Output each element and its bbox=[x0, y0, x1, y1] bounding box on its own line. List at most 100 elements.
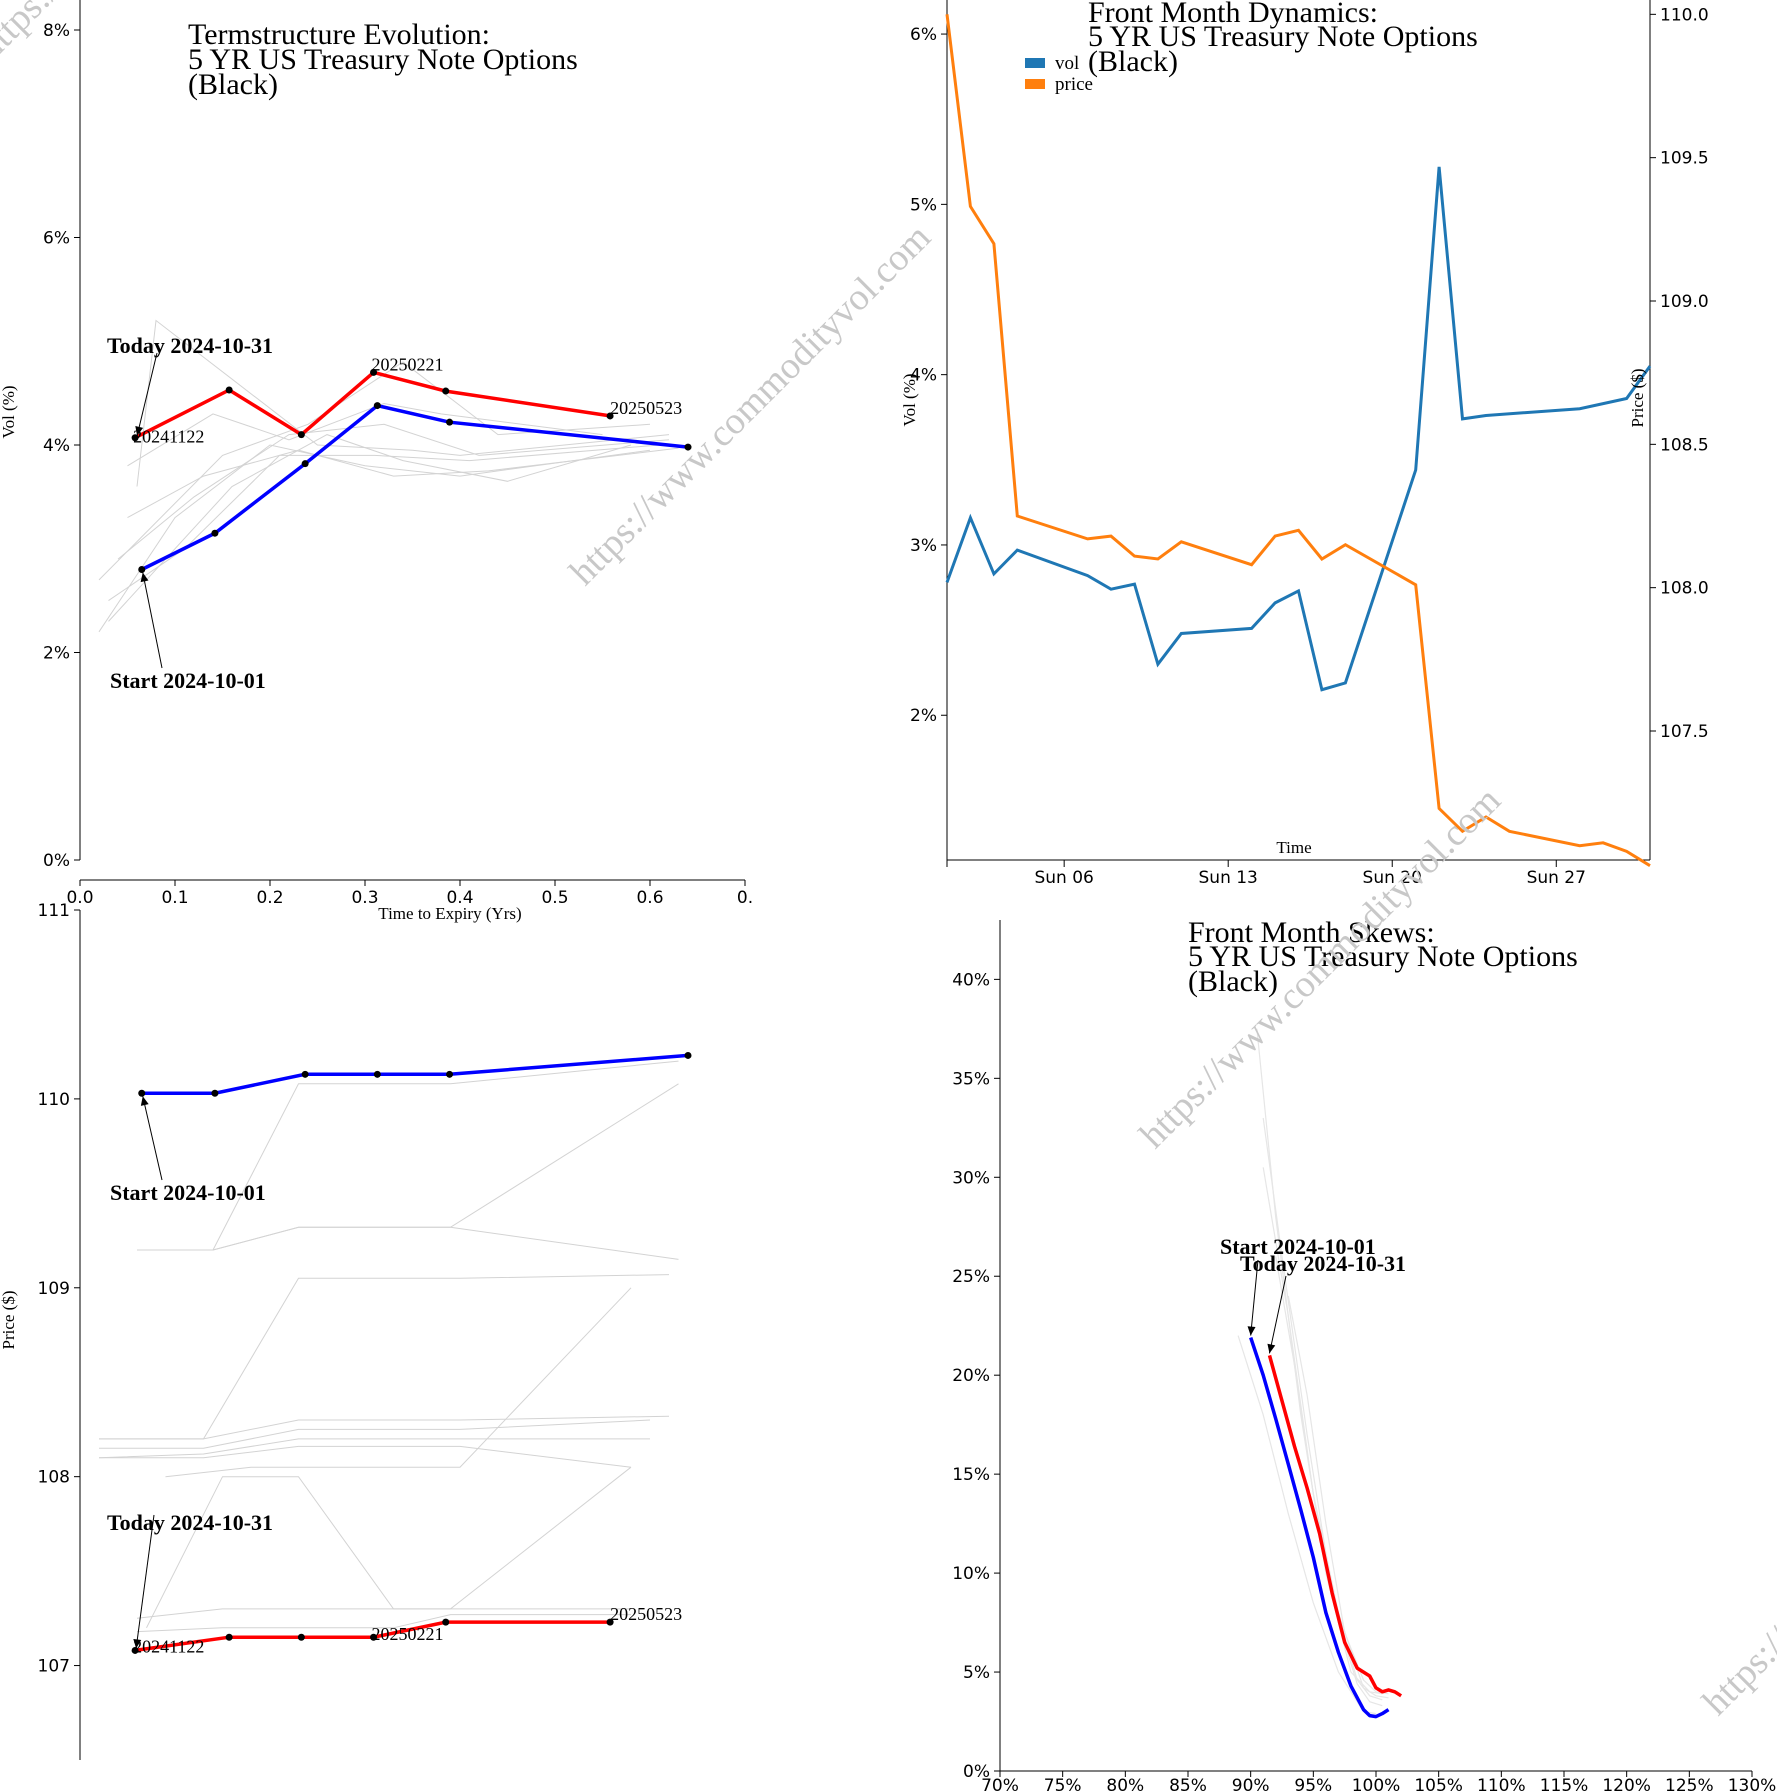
series-point bbox=[211, 529, 219, 537]
history-curve bbox=[99, 1419, 651, 1449]
x-tick-label: Sun 20 bbox=[1363, 868, 1422, 888]
annotation-today-arrow-head bbox=[1267, 1343, 1276, 1354]
series-point bbox=[442, 1618, 450, 1626]
x-tick-label: 120% bbox=[1602, 1776, 1651, 1792]
series-lines bbox=[945, 14, 1652, 867]
series-point bbox=[131, 1646, 139, 1654]
chart-title-line-2: 5 YR US Treasury Note Options bbox=[1188, 940, 1578, 973]
history-curve bbox=[117, 423, 670, 560]
y-tick-label: 40% bbox=[952, 970, 990, 990]
y-axis-title: Vol (%) bbox=[900, 373, 919, 426]
chart-title-line-3: (Black) bbox=[188, 68, 278, 101]
series-line-vol bbox=[945, 166, 1652, 692]
y-tick-label: 25% bbox=[952, 1267, 990, 1287]
annotation-start-arrow-line bbox=[142, 572, 163, 669]
legend-swatch-price bbox=[1025, 79, 1045, 89]
y-tick-label: 4% bbox=[910, 366, 937, 386]
x-tick-label: 0.2 bbox=[256, 888, 283, 908]
series-point bbox=[138, 1089, 146, 1097]
series-point bbox=[373, 402, 381, 410]
y-tick-label: 4% bbox=[43, 436, 70, 456]
annotation-start-arrow-head bbox=[1247, 1326, 1256, 1336]
y-tick-label: 109 bbox=[38, 1279, 70, 1299]
series-point bbox=[138, 566, 146, 573]
history-curve bbox=[137, 1060, 679, 1251]
y-tick-label: 30% bbox=[952, 1168, 990, 1188]
series-point bbox=[301, 460, 309, 468]
x-tick-label: Sun 06 bbox=[1034, 868, 1093, 888]
series-line-price bbox=[945, 14, 1651, 867]
series-point bbox=[684, 1051, 692, 1059]
series-lines bbox=[131, 1051, 692, 1654]
y-ticks: 0% 5% 10% 15% 20% 25% 30% 35% 40% bbox=[952, 970, 1000, 1782]
legend-label-price: price bbox=[1055, 74, 1093, 95]
series-point bbox=[131, 434, 139, 442]
history-curve bbox=[108, 444, 660, 602]
history-curve bbox=[127, 402, 603, 467]
chart-title-line-1: Front Month Dynamics: bbox=[1088, 0, 1378, 29]
chart-title-line-3: (Black) bbox=[1088, 45, 1178, 78]
history-curve bbox=[1262, 1117, 1383, 1701]
series-point bbox=[297, 1633, 305, 1641]
x-tick-label: 115% bbox=[1540, 1776, 1589, 1792]
annotation-today-arrow-line bbox=[135, 1514, 155, 1649]
annotations: Today 2024-10-31 Start 2024-10-01 20241122… bbox=[107, 333, 682, 693]
history-curve bbox=[146, 1466, 632, 1629]
history-curve bbox=[137, 1226, 679, 1260]
y-tick-label: 5% bbox=[910, 195, 937, 215]
series-line bbox=[1267, 1354, 1403, 1698]
series-line bbox=[134, 1620, 611, 1653]
series-point bbox=[373, 1070, 381, 1078]
series-point bbox=[446, 418, 454, 426]
x-tick-label: Sun 27 bbox=[1527, 868, 1586, 888]
x-tick-label: 0.4 bbox=[446, 888, 473, 908]
annotation-today-arrow-head bbox=[135, 426, 144, 436]
y2-tick-label: 108.5 bbox=[1660, 435, 1709, 455]
series-point bbox=[442, 387, 450, 395]
x-tick-label: 0.1 bbox=[161, 888, 188, 908]
x-tick-label: 0.0 bbox=[66, 888, 93, 908]
x-tick-label: 110% bbox=[1477, 1776, 1526, 1792]
history-curve bbox=[99, 1415, 670, 1440]
series-point bbox=[606, 1618, 614, 1626]
y-tick-label: 15% bbox=[952, 1465, 990, 1485]
y2-tick-label: 108.0 bbox=[1660, 579, 1709, 599]
annotation-expiry-3: 20250523 bbox=[610, 1604, 682, 1624]
x-tick-label: 95% bbox=[1294, 1776, 1332, 1792]
y-tick-label: 110 bbox=[38, 1090, 70, 1110]
legend-swatch-vol bbox=[1025, 58, 1045, 68]
y-tick-label: 10% bbox=[952, 1564, 990, 1584]
history-curve bbox=[137, 1083, 679, 1251]
history-curve bbox=[99, 1445, 632, 1468]
annotations: Start 2024-10-01 Today 2024-10-31 20241122… bbox=[107, 1096, 682, 1656]
x-tick-label: 90% bbox=[1232, 1776, 1270, 1792]
chart-title-line-2: 5 YR US Treasury Note Options bbox=[188, 43, 578, 76]
series-point bbox=[211, 1089, 219, 1097]
front-month-dynamics-chart: 2% 3% 4% 5% 6% 107.5 108.0 108.5 109.0 109.5 110.… bbox=[900, 0, 1709, 888]
watermark-3: https://www.commodityvol.com bbox=[1695, 1346, 1777, 1723]
x-tick-label: Sun 13 bbox=[1199, 868, 1258, 888]
annotation-start-arrow-head bbox=[140, 572, 149, 583]
series-line bbox=[134, 370, 611, 440]
history-curve bbox=[98, 1438, 650, 1459]
y-tick-label: 108 bbox=[38, 1468, 70, 1488]
x-ticks: 70% 75% 80% 85% 90% 95% 100% 105% 110% 115% 120% 12… bbox=[981, 1771, 1776, 1792]
series-point bbox=[225, 386, 233, 394]
series-point bbox=[606, 412, 614, 420]
chart-title-line-2: 5 YR US Treasury Note Options bbox=[1088, 20, 1478, 53]
annotation-start: Start 2024-10-01 bbox=[110, 668, 266, 693]
x-tick-label: 0. bbox=[737, 888, 753, 908]
y-tick-label: 35% bbox=[952, 1069, 990, 1089]
chart-title-line-1: Front Month Skews: bbox=[1188, 916, 1435, 949]
history-curve bbox=[99, 1274, 670, 1440]
history-curve bbox=[1256, 1028, 1383, 1695]
history-curve bbox=[136, 1614, 631, 1633]
y-ticks-right: 107.5 108.0 108.5 109.0 109.5 110.0 bbox=[1650, 5, 1709, 742]
x-tick-label: 130% bbox=[1728, 1776, 1777, 1792]
y-tick-label: 3% bbox=[910, 536, 937, 556]
x-tick-label: 125% bbox=[1665, 1776, 1714, 1792]
y-tick-label: 8% bbox=[43, 21, 70, 41]
annotation-start: Start 2024-10-01 bbox=[1220, 1234, 1376, 1259]
y-ticks: 0% 2% 4% 6% 8% bbox=[43, 21, 80, 871]
